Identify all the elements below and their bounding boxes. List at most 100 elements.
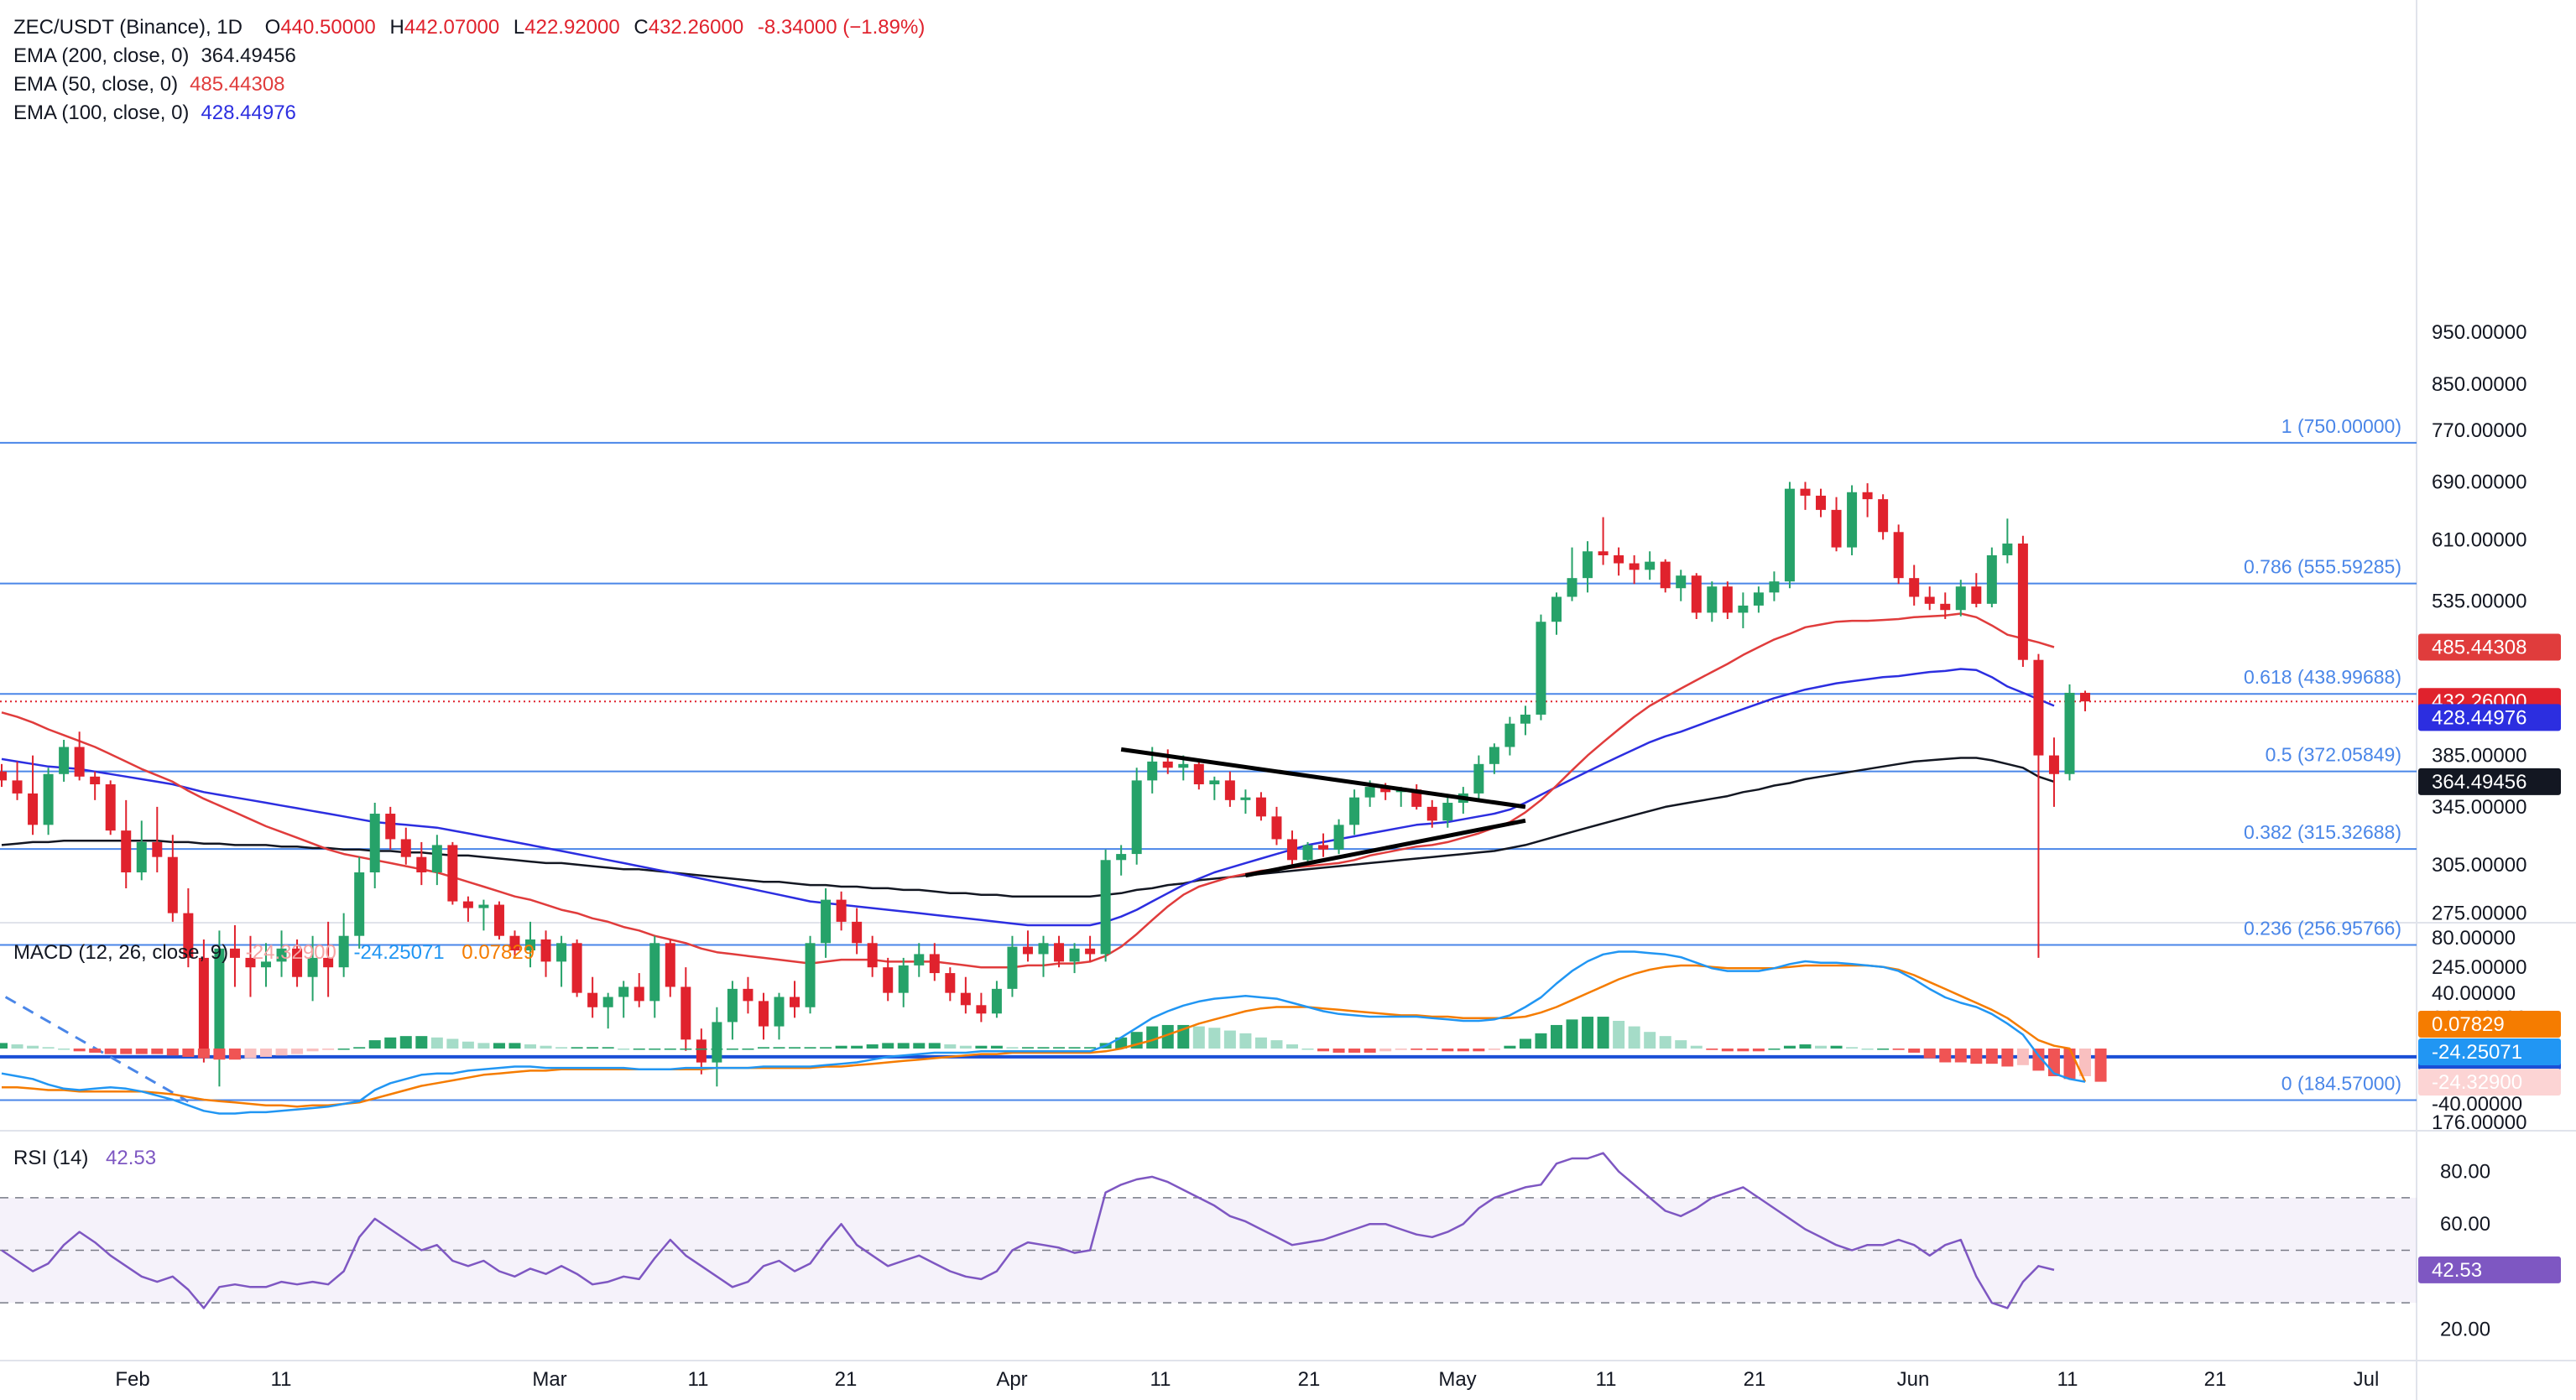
candle[interactable] bbox=[292, 939, 303, 987]
candle[interactable] bbox=[1022, 930, 1033, 962]
candle[interactable] bbox=[991, 981, 1002, 1018]
time-tick[interactable]: 21 bbox=[1298, 1368, 1321, 1391]
candle[interactable] bbox=[493, 901, 504, 939]
time-axis[interactable]: Feb 11 Mar 11 21 Apr 11 21 May 11 21 Jun 11 21 Jul bbox=[115, 1368, 2379, 1391]
price-tick[interactable]: 950.00000 bbox=[2432, 321, 2526, 344]
candle[interactable] bbox=[462, 896, 473, 922]
price-tick[interactable]: 345.00000 bbox=[2432, 796, 2526, 819]
candle[interactable] bbox=[447, 841, 458, 905]
candle[interactable] bbox=[183, 887, 194, 968]
candle[interactable] bbox=[1255, 792, 1266, 821]
price-tick[interactable]: 535.00000 bbox=[2432, 591, 2526, 613]
candle[interactable] bbox=[525, 921, 536, 968]
candle[interactable] bbox=[556, 935, 567, 987]
candle[interactable] bbox=[307, 935, 318, 1002]
candlesticks[interactable] bbox=[0, 481, 2091, 1087]
candle[interactable] bbox=[369, 803, 380, 888]
price-tick[interactable]: 850.00000 bbox=[2432, 373, 2526, 396]
candle[interactable] bbox=[1722, 581, 1733, 619]
candle[interactable] bbox=[0, 763, 7, 788]
candle[interactable] bbox=[867, 935, 878, 977]
candle[interactable] bbox=[1069, 943, 1080, 974]
candle[interactable] bbox=[2048, 737, 2059, 807]
candle[interactable] bbox=[758, 992, 769, 1040]
candle[interactable] bbox=[1878, 494, 1889, 540]
rsi-tick[interactable]: 60.00 bbox=[2440, 1213, 2490, 1236]
candle[interactable] bbox=[1054, 935, 1065, 968]
price-tick[interactable]: 690.00000 bbox=[2432, 471, 2526, 493]
candle[interactable] bbox=[1816, 488, 1827, 518]
candle[interactable] bbox=[929, 943, 940, 981]
rsi-tick[interactable]: 80.00 bbox=[2440, 1161, 2490, 1184]
candle[interactable] bbox=[1800, 481, 1811, 510]
candle[interactable] bbox=[1909, 565, 1920, 606]
candle[interactable] bbox=[1007, 935, 1018, 997]
candle[interactable] bbox=[602, 992, 613, 1029]
macd-tick[interactable]: -40.00000 bbox=[2432, 1093, 2522, 1116]
candle[interactable] bbox=[1038, 935, 1049, 977]
candle[interactable] bbox=[1769, 571, 1780, 601]
price-tick[interactable]: 610.00000 bbox=[2432, 528, 2526, 551]
candle[interactable] bbox=[59, 740, 70, 782]
candle[interactable] bbox=[743, 976, 754, 1014]
candle[interactable] bbox=[1302, 841, 1313, 865]
candle[interactable] bbox=[1131, 768, 1142, 865]
candle[interactable] bbox=[1473, 755, 1484, 800]
candle[interactable] bbox=[214, 930, 225, 1087]
candle[interactable] bbox=[634, 973, 644, 1007]
time-tick[interactable]: Mar bbox=[532, 1368, 566, 1391]
candle[interactable] bbox=[1598, 517, 1609, 565]
time-tick[interactable]: 21 bbox=[2204, 1368, 2227, 1391]
candle[interactable] bbox=[1536, 614, 1546, 721]
candle[interactable] bbox=[400, 827, 411, 865]
candle[interactable] bbox=[1831, 497, 1842, 552]
candle[interactable] bbox=[1676, 570, 1687, 601]
candle[interactable] bbox=[1924, 586, 1935, 611]
candle[interactable] bbox=[618, 981, 629, 1018]
candle[interactable] bbox=[1116, 845, 1127, 876]
trendlines[interactable] bbox=[0, 747, 1526, 1103]
candle[interactable] bbox=[276, 930, 287, 977]
triangle-lower[interactable] bbox=[1244, 818, 1526, 878]
price-tick[interactable]: 176.00000 bbox=[2432, 1111, 2526, 1134]
candle[interactable] bbox=[836, 891, 847, 931]
candle[interactable] bbox=[1893, 524, 1904, 585]
time-tick[interactable]: Jun bbox=[1897, 1368, 1930, 1391]
candle[interactable] bbox=[1162, 749, 1173, 774]
candle[interactable] bbox=[167, 835, 178, 922]
candle[interactable] bbox=[1955, 580, 1966, 617]
time-tick[interactable]: Jul bbox=[2354, 1368, 2380, 1391]
candle[interactable] bbox=[2033, 653, 2044, 958]
candle[interactable] bbox=[152, 806, 163, 872]
price-axis[interactable]: 950.00000 850.00000 770.00000 690.00000 610.… bbox=[2432, 321, 2526, 1341]
candle[interactable] bbox=[1753, 586, 1764, 613]
time-tick[interactable]: 11 bbox=[2057, 1368, 2078, 1391]
candle[interactable] bbox=[571, 939, 582, 997]
macd-tick[interactable]: 80.00000 bbox=[2432, 927, 2516, 950]
candle[interactable] bbox=[914, 943, 925, 977]
candle[interactable] bbox=[852, 908, 863, 955]
candle[interactable] bbox=[74, 731, 85, 781]
candle[interactable] bbox=[2017, 535, 2028, 668]
candle[interactable] bbox=[1100, 849, 1111, 962]
candle[interactable] bbox=[805, 935, 816, 1014]
candle[interactable] bbox=[1738, 592, 1749, 628]
candle[interactable] bbox=[1209, 776, 1220, 800]
candle[interactable] bbox=[960, 976, 971, 1014]
candle[interactable] bbox=[261, 943, 272, 987]
candle[interactable] bbox=[478, 899, 489, 931]
time-tick[interactable]: 11 bbox=[271, 1368, 292, 1391]
candle[interactable] bbox=[1862, 483, 1873, 518]
candle[interactable] bbox=[1847, 485, 1858, 555]
candle[interactable] bbox=[1224, 771, 1235, 807]
candle[interactable] bbox=[727, 981, 738, 1040]
candle[interactable] bbox=[229, 925, 240, 987]
candle[interactable] bbox=[883, 957, 894, 1002]
candle[interactable] bbox=[1286, 830, 1297, 868]
triangle-upper[interactable] bbox=[1120, 747, 1526, 809]
candle[interactable] bbox=[28, 755, 39, 835]
candle[interactable] bbox=[1583, 541, 1593, 593]
candle[interactable] bbox=[1986, 547, 1997, 608]
candle[interactable] bbox=[1551, 592, 1562, 635]
candle[interactable] bbox=[1442, 797, 1453, 828]
